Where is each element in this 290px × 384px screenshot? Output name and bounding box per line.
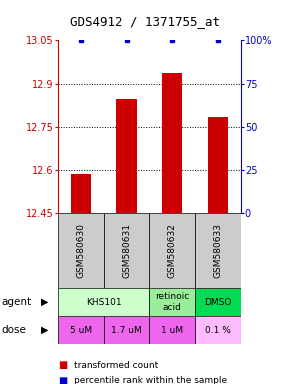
Bar [195,316,241,344]
Text: GDS4912 / 1371755_at: GDS4912 / 1371755_at [70,15,220,28]
Text: dose: dose [1,325,26,335]
Text: transformed count: transformed count [74,361,158,370]
Text: GSM580630: GSM580630 [76,223,85,278]
Text: 1 uM: 1 uM [161,326,183,334]
Bar [58,316,104,344]
Text: ▶: ▶ [41,297,49,307]
Bar [149,288,195,316]
Text: ■: ■ [58,376,67,384]
Text: ■: ■ [58,360,67,370]
Bar [149,316,195,344]
Bar [195,288,241,316]
Text: GSM580633: GSM580633 [213,223,222,278]
Bar [70,174,91,213]
Text: 1.7 uM: 1.7 uM [111,326,142,334]
Text: DMSO: DMSO [204,298,231,306]
Bar [58,213,104,288]
Bar [208,117,228,213]
Text: GSM580632: GSM580632 [168,223,177,278]
Bar [195,213,241,288]
Bar [116,99,137,213]
Text: retinoic
acid: retinoic acid [155,292,189,312]
Text: agent: agent [1,297,32,307]
Text: 5 uM: 5 uM [70,326,92,334]
Text: percentile rank within the sample: percentile rank within the sample [74,376,227,384]
Bar [58,288,149,316]
Text: 0.1 %: 0.1 % [205,326,231,334]
Text: ▶: ▶ [41,325,49,335]
Text: GSM580631: GSM580631 [122,223,131,278]
Text: KHS101: KHS101 [86,298,122,306]
Bar [162,73,182,213]
Bar [104,213,149,288]
Bar [104,316,149,344]
Bar [149,213,195,288]
